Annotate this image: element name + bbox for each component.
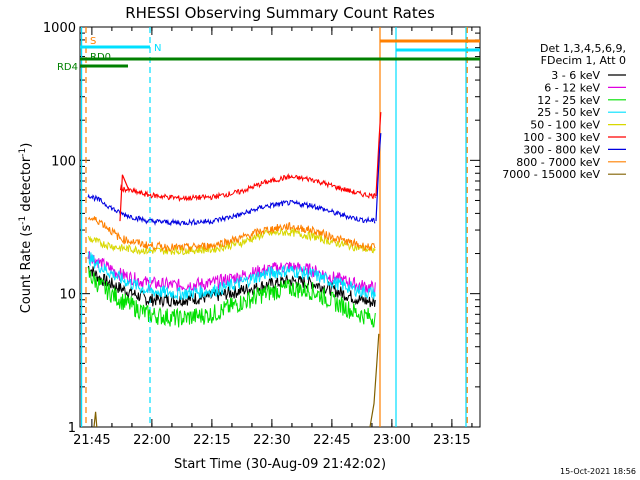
x-tick-label: 22:15 bbox=[193, 433, 230, 448]
gold-start-blip bbox=[93, 411, 98, 427]
series-layer bbox=[87, 112, 382, 427]
red-flare-rise bbox=[375, 112, 382, 197]
legend-label: 800 - 7000 keV bbox=[516, 156, 600, 169]
x-tick-label: 22:45 bbox=[313, 433, 350, 448]
legend-label: 50 - 100 keV bbox=[530, 119, 600, 132]
flag-label-s: S bbox=[90, 36, 96, 47]
x-axis-label: Start Time (30-Aug-09 21:42:02) bbox=[174, 457, 386, 472]
flag-label-rd4: RD4 bbox=[57, 62, 78, 73]
y-tick-label: 1000 bbox=[43, 21, 76, 36]
legend-label: 3 - 6 keV bbox=[551, 69, 600, 82]
series-line bbox=[87, 216, 376, 253]
legend-label: 25 - 50 keV bbox=[537, 106, 600, 119]
blue-flare-rise bbox=[375, 133, 382, 222]
y-tick-label: 100 bbox=[51, 154, 76, 169]
series-line bbox=[87, 266, 376, 328]
series-line bbox=[87, 193, 376, 227]
chart-title: RHESSI Observing Summary Count Rates bbox=[125, 4, 435, 22]
flag-lines: S N RD0 RD4 bbox=[57, 27, 480, 427]
legend-header-line2: FDecim 1, Att 0 bbox=[541, 54, 626, 67]
red-onset-segment bbox=[119, 174, 129, 222]
footer-date: 15-Oct-2021 18:56 bbox=[560, 467, 636, 476]
series-line bbox=[87, 251, 376, 301]
y-tick-label: 10 bbox=[59, 288, 76, 303]
series-line bbox=[119, 172, 376, 202]
legend-label: 300 - 800 keV bbox=[523, 143, 600, 156]
flag-label-rd0: RD0 bbox=[90, 52, 111, 63]
y-tick-label: 1 bbox=[68, 421, 76, 436]
legend-label: 6 - 12 keV bbox=[544, 81, 600, 94]
x-tick-label: 23:15 bbox=[433, 433, 470, 448]
series-line bbox=[87, 227, 376, 256]
legend-label: 7000 - 15000 keV bbox=[502, 168, 600, 181]
axis-ticks: 21:45 22:00 22:15 22:30 22:45 23:00 23:15 1 10 10… bbox=[43, 21, 480, 448]
x-tick-label: 21:45 bbox=[73, 433, 110, 448]
plot-frame bbox=[79, 26, 481, 428]
legend-label: 12 - 25 keV bbox=[537, 94, 600, 107]
x-tick-label: 23:00 bbox=[373, 433, 410, 448]
x-tick-label: 22:00 bbox=[133, 433, 170, 448]
y-axis-label: Count Rate (s-1 detector-1) bbox=[18, 143, 34, 314]
series-line bbox=[87, 265, 376, 308]
x-tick-label: 22:30 bbox=[253, 433, 290, 448]
legend-label: 100 - 300 keV bbox=[523, 131, 600, 144]
legend-header-line1: Det 1,3,4,5,6,9, bbox=[540, 42, 626, 55]
gold-flare-rise bbox=[369, 333, 380, 427]
flag-label-n: N bbox=[154, 43, 161, 54]
